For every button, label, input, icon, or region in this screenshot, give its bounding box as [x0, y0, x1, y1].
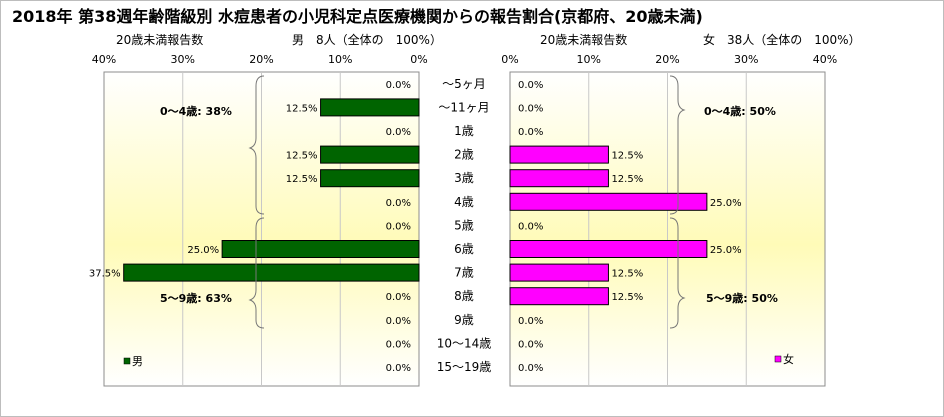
right-x-tick-label: 0% [501, 53, 518, 66]
category-label: ～5ヶ月 [442, 77, 486, 91]
female-value-label: 25.0% [710, 198, 742, 209]
male-value-label: 0.0% [386, 80, 411, 91]
legend-male-label: 男 [132, 355, 143, 368]
right-bracket-5-9 [669, 217, 686, 329]
male-value-label: 0.0% [386, 363, 411, 374]
right-annotation-0-4: 0～4歳: 50% [704, 104, 776, 118]
female-value-label: 0.0% [518, 316, 543, 327]
male-value-label: 25.0% [187, 245, 219, 256]
right-x-tick-label: 20% [655, 53, 679, 66]
male-value-label: 37.5% [89, 269, 121, 280]
right-panel-header: 女 38人（全体の 100%） [703, 32, 861, 47]
male-value-label: 12.5% [286, 174, 318, 185]
male-value-label: 0.0% [386, 316, 411, 327]
female-value-label: 25.0% [710, 245, 742, 256]
male-bar [320, 169, 420, 188]
male-bar [320, 98, 420, 117]
category-label: 4歳 [454, 195, 474, 209]
category-label: 1歳 [454, 124, 474, 138]
left-x-tick-label: 40% [92, 53, 116, 66]
female-bar [509, 145, 609, 164]
category-label: 9歳 [454, 313, 474, 327]
category-label: 10～14歳 [437, 336, 492, 350]
category-label: 8歳 [454, 289, 474, 303]
category-label: 5歳 [454, 218, 474, 232]
left-annotation-5-9: 5～9歳: 63% [160, 291, 232, 305]
female-value-label: 0.0% [518, 221, 543, 232]
category-label: ～11ヶ月 [438, 100, 489, 114]
female-value-label: 0.0% [518, 103, 543, 114]
right-x-tick-label: 30% [734, 53, 758, 66]
female-value-label: 12.5% [611, 151, 643, 162]
right-axis-label: 20歳未満報告数 [540, 32, 627, 47]
category-label: 2歳 [454, 148, 474, 162]
female-bar [509, 192, 708, 211]
female-bar [509, 287, 609, 306]
female-value-label: 0.0% [518, 80, 543, 91]
female-bar [509, 263, 609, 282]
legend-male-swatch [123, 357, 131, 365]
left-panel-header: 男 8人（全体の 100%） [292, 32, 442, 47]
male-value-label: 0.0% [386, 127, 411, 138]
chart-title: 2018年 第38週年齢階級別 水痘患者の小児科定点医療機関からの報告割合(京都… [12, 7, 703, 26]
male-value-label: 12.5% [286, 103, 318, 114]
left-x-tick-label: 30% [171, 53, 195, 66]
female-value-label: 0.0% [518, 363, 543, 374]
male-value-label: 0.0% [386, 292, 411, 303]
female-bar [509, 169, 609, 188]
female-value-label: 12.5% [611, 292, 643, 303]
male-value-label: 12.5% [286, 151, 318, 162]
category-label: 15～19歳 [437, 360, 492, 374]
male-bar [320, 145, 420, 164]
legend-female-label: 女 [783, 352, 794, 366]
female-value-label: 0.0% [518, 127, 543, 138]
female-value-label: 12.5% [611, 269, 643, 280]
right-bracket-0-4 [669, 75, 686, 215]
male-value-label: 0.0% [386, 221, 411, 232]
left-x-tick-label: 0% [410, 53, 427, 66]
left-x-tick-label: 10% [328, 53, 352, 66]
right-annotation-5-9: 5～9歳: 50% [706, 291, 778, 305]
right-x-tick-label: 10% [577, 53, 601, 66]
female-bar [509, 240, 708, 258]
left-x-tick-label: 20% [249, 53, 273, 66]
male-bar [221, 240, 420, 258]
male-value-label: 0.0% [386, 339, 411, 350]
legend-female-swatch [774, 355, 782, 363]
category-label: 7歳 [454, 266, 474, 280]
category-label: 6歳 [454, 242, 474, 256]
left-annotation-0-4: 0～4歳: 38% [160, 104, 232, 118]
category-label: 3歳 [454, 171, 474, 185]
left-axis-label: 20歳未満報告数 [116, 32, 203, 47]
right-x-tick-label: 40% [813, 53, 837, 66]
female-value-label: 12.5% [611, 174, 643, 185]
male-value-label: 0.0% [386, 198, 411, 209]
left-bracket-0-4 [248, 75, 265, 215]
male-bar [123, 263, 420, 282]
female-value-label: 0.0% [518, 339, 543, 350]
left-bracket-5-9 [248, 217, 265, 329]
